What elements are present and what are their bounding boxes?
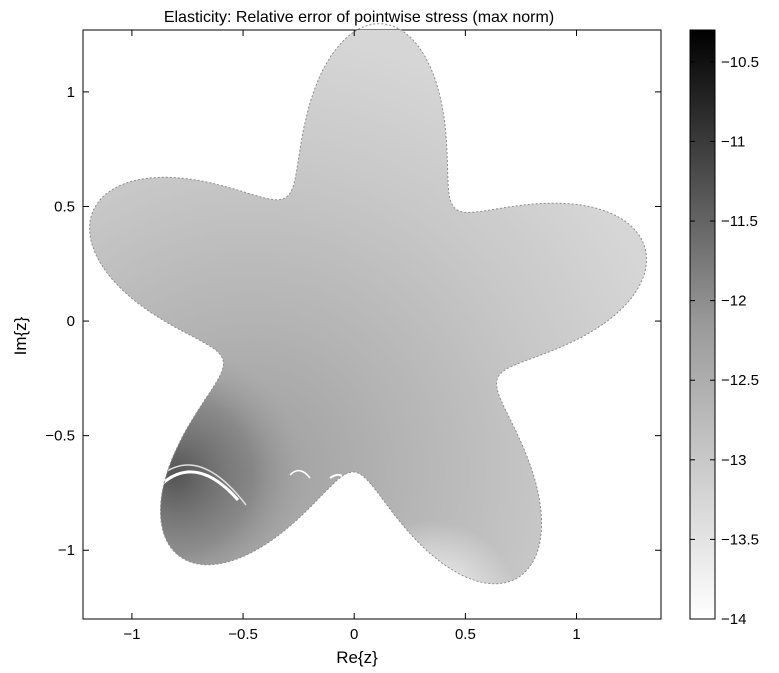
y-tick-label: 1: [67, 84, 75, 101]
colorbar-tick-label: −11: [721, 133, 745, 150]
colorbar-tick-label: −14: [721, 611, 746, 628]
x-axis-ticks: −1 −0.5 0 0.5 1: [123, 30, 581, 643]
x-tick-label: 0: [350, 626, 358, 643]
colorbar: [689, 29, 716, 620]
error-arc: [289, 469, 311, 479]
y-tick-label: −1: [58, 542, 75, 559]
colorbar-tick-label: −13.5: [721, 531, 759, 548]
x-tick-label: −1: [123, 626, 140, 643]
y-axis-label: Im{z}: [11, 316, 30, 355]
y-tick-label: 0: [67, 313, 75, 330]
x-tick-label: 1: [572, 626, 580, 643]
domain-boundary: [89, 23, 648, 585]
y-tick-label: 0.5: [54, 198, 75, 215]
x-tick-label: −0.5: [228, 626, 258, 643]
colorbar-ticks: −10.5 −11 −11.5 −12 −12.5 −13 −13.5 −14: [690, 54, 759, 628]
colorbar-tick-label: −11.5: [721, 213, 758, 230]
colorbar-tick-label: −10.5: [721, 54, 759, 71]
colorbar-tick-label: −12: [721, 293, 746, 310]
y-axis-ticks: 1 0.5 0 −0.5 −1: [45, 84, 661, 559]
x-tick-label: 0.5: [455, 626, 476, 643]
chart-title: Elasticity: Relative error of pointwise …: [164, 9, 554, 26]
colorbar-tick-label: −12.5: [721, 372, 759, 389]
colorbar-tick-label: −13: [721, 452, 746, 469]
x-axis-label: Re{z}: [336, 648, 378, 667]
y-tick-label: −0.5: [45, 428, 75, 445]
